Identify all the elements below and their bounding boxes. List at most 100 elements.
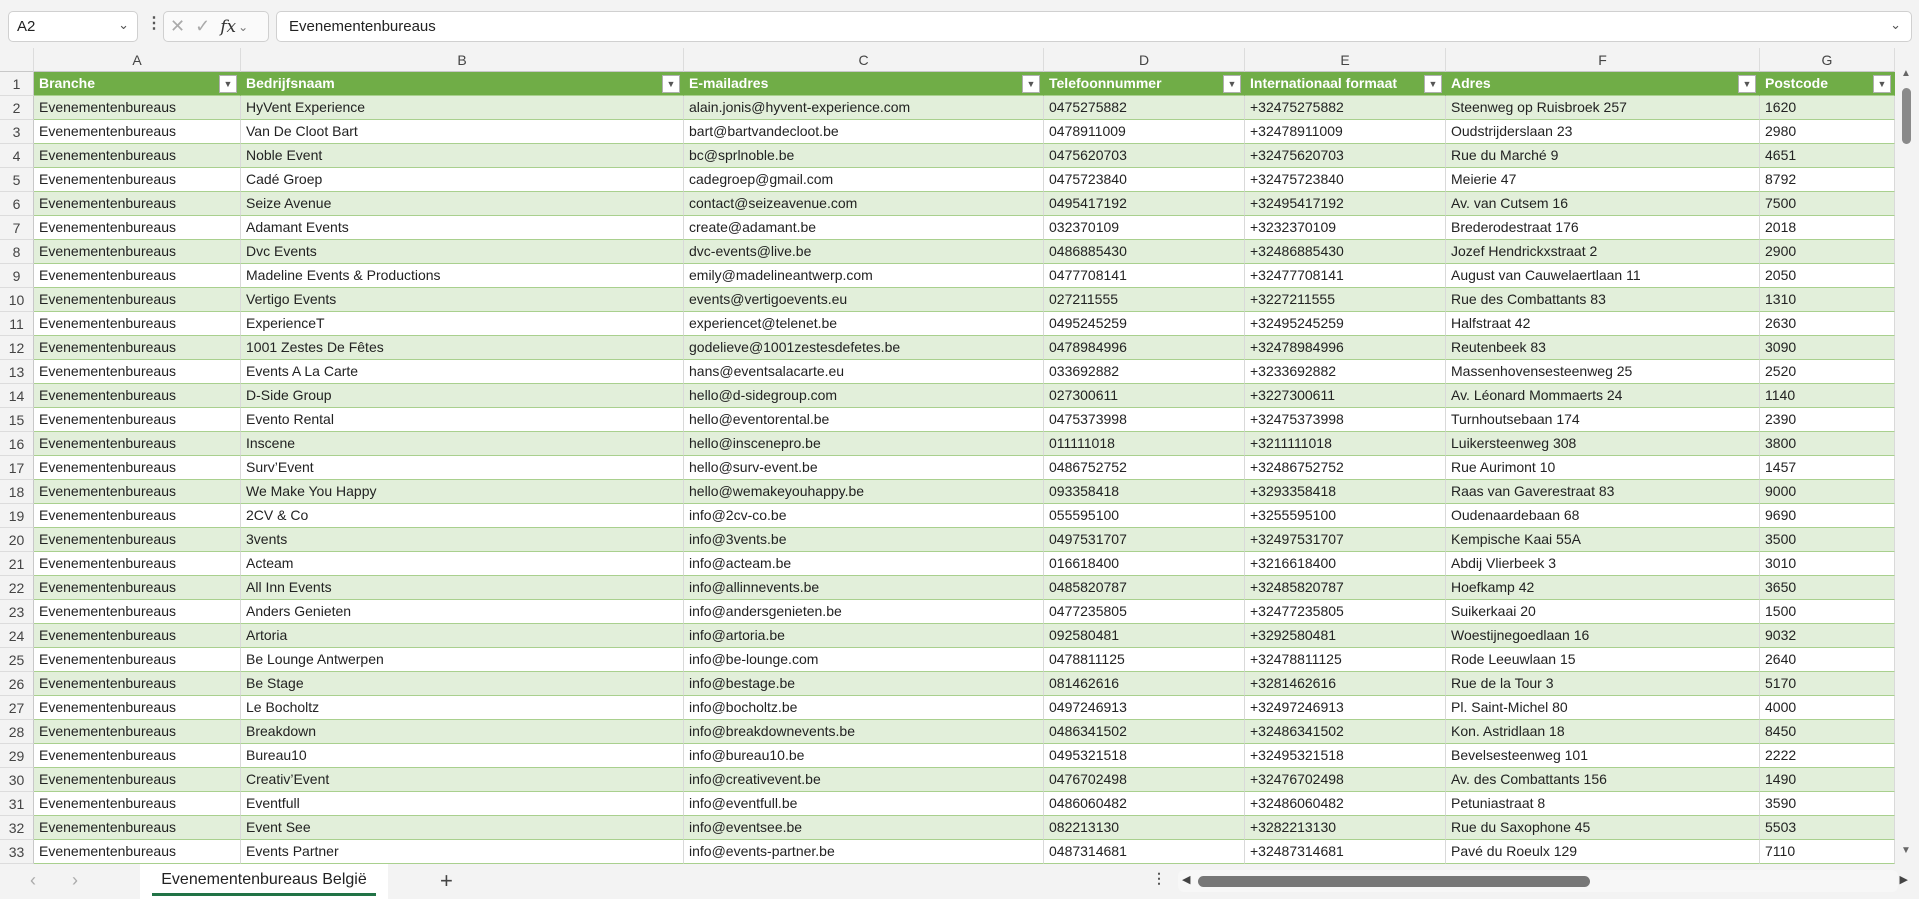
table-cell[interactable]: +32476702498	[1245, 768, 1446, 792]
table-cell[interactable]: Seize Avenue	[241, 192, 684, 216]
row-number[interactable]: 13	[0, 360, 34, 384]
table-cell[interactable]: Evenementenbureaus	[34, 504, 241, 528]
table-cell[interactable]: Noble Event	[241, 144, 684, 168]
table-cell[interactable]: All Inn Events	[241, 576, 684, 600]
row-number[interactable]: 32	[0, 816, 34, 840]
table-cell[interactable]: Evenementenbureaus	[34, 384, 241, 408]
filter-dropdown-icon[interactable]: ▼	[1424, 75, 1442, 93]
table-cell[interactable]: 8450	[1760, 720, 1895, 744]
scroll-right-icon[interactable]: ▶	[1899, 874, 1908, 886]
table-cell[interactable]: Evenementenbureaus	[34, 768, 241, 792]
header-cell[interactable]: Internationaal formaat ▼	[1245, 72, 1446, 96]
row-number[interactable]: 19	[0, 504, 34, 528]
row-number[interactable]: 12	[0, 336, 34, 360]
table-cell[interactable]: +32486060482	[1245, 792, 1446, 816]
table-cell[interactable]: info@be-lounge.com	[684, 648, 1044, 672]
table-cell[interactable]: 093358418	[1044, 480, 1245, 504]
table-cell[interactable]: Anders Genieten	[241, 600, 684, 624]
table-cell[interactable]: Evenementenbureaus	[34, 840, 241, 864]
table-cell[interactable]: info@events-partner.be	[684, 840, 1044, 864]
row-number[interactable]: 6	[0, 192, 34, 216]
table-cell[interactable]: 0478984996	[1044, 336, 1245, 360]
row-number[interactable]: 10	[0, 288, 34, 312]
table-cell[interactable]: 2222	[1760, 744, 1895, 768]
chevron-down-icon[interactable]: ⌄	[1890, 17, 1901, 32]
chevron-left-icon[interactable]: ‹	[30, 870, 36, 890]
table-cell[interactable]: 5170	[1760, 672, 1895, 696]
row-number[interactable]: 16	[0, 432, 34, 456]
row-number[interactable]: 24	[0, 624, 34, 648]
row-number[interactable]: 30	[0, 768, 34, 792]
table-cell[interactable]: Evenementenbureaus	[34, 816, 241, 840]
table-cell[interactable]: 0486341502	[1044, 720, 1245, 744]
table-cell[interactable]: 0487314681	[1044, 840, 1245, 864]
table-cell[interactable]: 082213130	[1044, 816, 1245, 840]
table-cell[interactable]: 0475723840	[1044, 168, 1245, 192]
table-cell[interactable]: +32475373998	[1245, 408, 1446, 432]
table-cell[interactable]: +32497246913	[1245, 696, 1446, 720]
table-cell[interactable]: +3255595100	[1245, 504, 1446, 528]
row-number[interactable]: 25	[0, 648, 34, 672]
table-cell[interactable]: Meierie 47	[1446, 168, 1760, 192]
table-cell[interactable]: Steenweg op Ruisbroek 257	[1446, 96, 1760, 120]
row-number[interactable]: 14	[0, 384, 34, 408]
table-cell[interactable]: +32478811125	[1245, 648, 1446, 672]
table-cell[interactable]: 0476702498	[1044, 768, 1245, 792]
table-cell[interactable]: Petuniastraat 8	[1446, 792, 1760, 816]
table-cell[interactable]: Oudenaardebaan 68	[1446, 504, 1760, 528]
table-cell[interactable]: 2900	[1760, 240, 1895, 264]
row-number[interactable]: 5	[0, 168, 34, 192]
header-cell[interactable]: Branche ▼	[34, 72, 241, 96]
table-cell[interactable]: 0475275882	[1044, 96, 1245, 120]
table-cell[interactable]: Evenementenbureaus	[34, 264, 241, 288]
table-cell[interactable]: 0497531707	[1044, 528, 1245, 552]
table-cell[interactable]: 2630	[1760, 312, 1895, 336]
table-cell[interactable]: 5503	[1760, 816, 1895, 840]
table-cell[interactable]: Vertigo Events	[241, 288, 684, 312]
table-cell[interactable]: Evenementenbureaus	[34, 576, 241, 600]
header-cell[interactable]: Adres ▼	[1446, 72, 1760, 96]
table-cell[interactable]: 2CV & Co	[241, 504, 684, 528]
table-cell[interactable]: Massenhovensesteenweg 25	[1446, 360, 1760, 384]
table-cell[interactable]: 0497246913	[1044, 696, 1245, 720]
table-cell[interactable]: Breakdown	[241, 720, 684, 744]
header-cell[interactable]: Bedrijfsnaam ▼	[241, 72, 684, 96]
table-cell[interactable]: Evenementenbureaus	[34, 192, 241, 216]
table-cell[interactable]: +3293358418	[1245, 480, 1446, 504]
scroll-left-icon[interactable]: ◀	[1182, 874, 1191, 886]
table-cell[interactable]: 2640	[1760, 648, 1895, 672]
plus-icon[interactable]: +	[440, 868, 453, 893]
table-cell[interactable]: +32478984996	[1245, 336, 1446, 360]
table-cell[interactable]: 055595100	[1044, 504, 1245, 528]
table-cell[interactable]: experiencet@telenet.be	[684, 312, 1044, 336]
table-cell[interactable]: 0485820787	[1044, 576, 1245, 600]
table-cell[interactable]: +3216618400	[1245, 552, 1446, 576]
table-cell[interactable]: Suikerkaai 20	[1446, 600, 1760, 624]
table-cell[interactable]: 081462616	[1044, 672, 1245, 696]
row-number[interactable]: 3	[0, 120, 34, 144]
table-cell[interactable]: info@andersgenieten.be	[684, 600, 1044, 624]
table-cell[interactable]: info@breakdownevents.be	[684, 720, 1044, 744]
table-cell[interactable]: 8792	[1760, 168, 1895, 192]
table-cell[interactable]: 1001 Zestes De Fêtes	[241, 336, 684, 360]
table-cell[interactable]: 4000	[1760, 696, 1895, 720]
table-cell[interactable]: Reutenbeek 83	[1446, 336, 1760, 360]
row-number[interactable]: 28	[0, 720, 34, 744]
table-cell[interactable]: 011111018	[1044, 432, 1245, 456]
table-cell[interactable]: 0495321518	[1044, 744, 1245, 768]
table-cell[interactable]: 3590	[1760, 792, 1895, 816]
table-cell[interactable]: 1457	[1760, 456, 1895, 480]
table-cell[interactable]: info@eventsee.be	[684, 816, 1044, 840]
table-cell[interactable]: Evenementenbureaus	[34, 168, 241, 192]
table-cell[interactable]: Rue de la Tour 3	[1446, 672, 1760, 696]
table-cell[interactable]: dvc-events@live.be	[684, 240, 1044, 264]
table-cell[interactable]: 2390	[1760, 408, 1895, 432]
row-number[interactable]: 1	[0, 72, 34, 96]
table-cell[interactable]: 092580481	[1044, 624, 1245, 648]
name-box[interactable]: A2 ⌄	[8, 11, 138, 42]
table-cell[interactable]: +3211111018	[1245, 432, 1446, 456]
table-cell[interactable]: hans@eventsalacarte.eu	[684, 360, 1044, 384]
table-cell[interactable]: Be Stage	[241, 672, 684, 696]
table-cell[interactable]: Events Partner	[241, 840, 684, 864]
table-cell[interactable]: contact@seizeavenue.com	[684, 192, 1044, 216]
